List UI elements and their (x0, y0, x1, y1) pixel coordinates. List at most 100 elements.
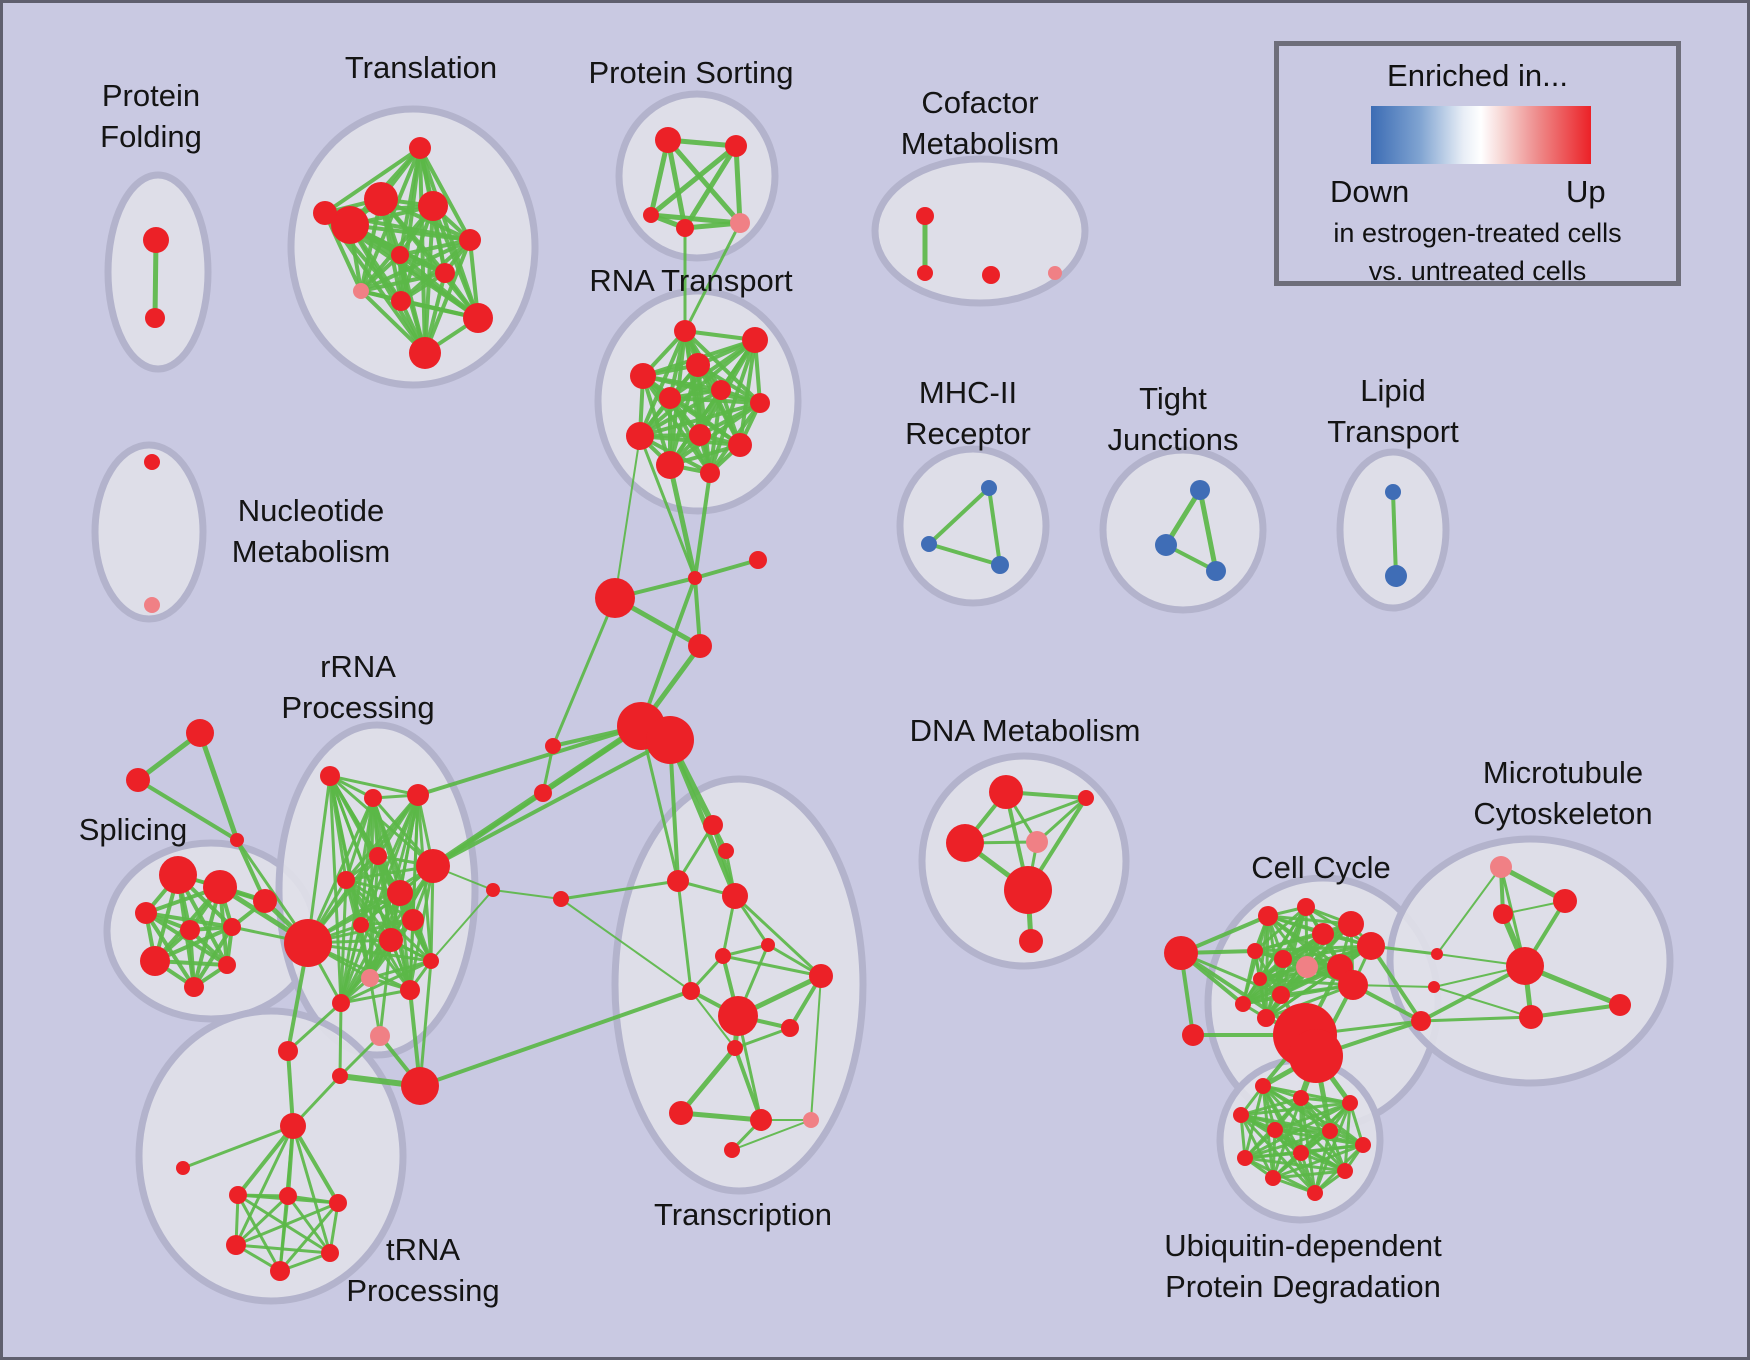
gene-set-node (1019, 929, 1043, 953)
overlap-edge (1258, 977, 1355, 987)
overlap-edge (678, 1045, 738, 1116)
overlap-edge (721, 954, 823, 978)
overlap-edge (278, 1201, 340, 1273)
gene-set-node (1297, 898, 1315, 916)
gene-set-node (534, 784, 552, 802)
overlap-edge (551, 596, 617, 748)
gene-set-node (409, 137, 431, 159)
gene-set-node (688, 571, 702, 585)
gene-set-node (1257, 1009, 1275, 1027)
overlap-edge (1243, 1151, 1303, 1160)
gene-set-node (370, 1026, 390, 1046)
overlap-edge (152, 237, 159, 321)
gene-set-node (916, 207, 934, 225)
gene-set-node (203, 870, 237, 904)
gene-set-node (1267, 1122, 1283, 1138)
overlap-edge (668, 401, 762, 467)
overlap-edge (614, 435, 641, 599)
gene-set-node (1182, 1024, 1204, 1046)
gene-set-node (387, 880, 413, 906)
gene-set-node (459, 229, 481, 251)
gene-set-node (270, 1261, 290, 1281)
cluster-label-cofactor-metabolism: Cofactor Metabolism (901, 85, 1060, 161)
gene-set-node (1337, 1163, 1353, 1179)
overlap-edge (1369, 944, 1423, 1023)
gene-set-node (803, 1112, 819, 1128)
gene-set-node (728, 433, 752, 457)
overlap-edge (1239, 1101, 1352, 1117)
gene-set-node (1609, 994, 1631, 1016)
overlap-edge (136, 778, 239, 842)
cluster-label-protein-folding: Protein Folding (100, 78, 202, 154)
gene-set-node (1253, 972, 1267, 986)
overlap-edge (1179, 951, 1283, 997)
overlap-edge (1253, 932, 1325, 953)
gene-set-node (545, 738, 561, 754)
gene-set-node (1493, 904, 1513, 924)
gene-set-node (1274, 950, 1292, 968)
gene-set-node (280, 1113, 306, 1139)
overlap-edge (693, 558, 760, 580)
cluster-label-cell-cycle: Cell Cycle (1251, 850, 1391, 885)
gene-set-node (718, 996, 758, 1036)
cluster-ellipse-tight-junctions (1099, 446, 1267, 614)
gene-set-node (1293, 1145, 1309, 1161)
gene-set-node (991, 556, 1009, 574)
cluster-label-protein-sorting: Protein Sorting (588, 55, 793, 90)
overlap-edge (927, 542, 1002, 567)
overlap-edge (693, 471, 712, 580)
overlap-edge (639, 724, 680, 883)
gene-set-node (703, 815, 723, 835)
gene-set-node (176, 1161, 190, 1175)
gene-set-node (184, 977, 204, 997)
gene-set-node (391, 246, 409, 264)
gene-set-node (253, 889, 277, 913)
gene-set-node (655, 127, 681, 153)
overlap-edge (418, 146, 472, 242)
gene-set-node (727, 1040, 743, 1056)
overlap-edge (416, 724, 643, 797)
overlap-edge (733, 1026, 792, 1050)
gene-set-node (144, 454, 160, 470)
gene-set-node (1506, 947, 1544, 985)
gene-set-node (364, 789, 382, 807)
gene-set-node (126, 768, 150, 792)
gene-set-node (1164, 936, 1198, 970)
gene-set-node (1206, 561, 1226, 581)
gene-set-node (226, 1235, 246, 1255)
gene-set-node (144, 597, 160, 613)
gene-set-node (921, 536, 937, 552)
overlap-edge (731, 1119, 812, 1151)
overlap-edge (291, 1124, 340, 1205)
overlap-edge (638, 434, 697, 580)
gene-set-node (320, 766, 340, 786)
gene-set-node (1235, 996, 1251, 1012)
gene-set-node (750, 393, 770, 413)
gene-set-node (730, 213, 750, 233)
gene-set-node (1385, 565, 1407, 587)
gene-set-node (686, 353, 710, 377)
legend-caption-line2: vs. untreated cells (1368, 256, 1587, 286)
overlap-edge (678, 1110, 764, 1123)
gene-set-node (1048, 266, 1062, 280)
cluster-label-nucleotide-metabolism: Nucleotide Metabolism (232, 493, 391, 569)
gene-set-node (400, 980, 420, 1000)
gene-set-node (917, 265, 933, 281)
gene-set-node (781, 1019, 799, 1037)
gene-set-node (1553, 889, 1577, 913)
overlap-edge (306, 796, 375, 945)
cluster-ellipse-mhc-ii-receptor (896, 445, 1050, 607)
gene-set-node (353, 283, 369, 299)
gene-set-node (718, 843, 734, 859)
overlap-edge (1197, 487, 1219, 574)
gene-set-node (1004, 866, 1052, 914)
overlap-edge (676, 823, 715, 883)
gene-set-node (1272, 986, 1290, 1004)
gene-set-node (724, 1142, 740, 1158)
cluster-ellipse-cofactor-metabolism (871, 155, 1089, 307)
cluster-label-dna-metabolism: DNA Metabolism (910, 713, 1141, 748)
cluster-ellipse-nucleotide-metabolism (91, 441, 207, 623)
gene-set-node (1490, 856, 1512, 878)
gene-set-node (711, 380, 731, 400)
